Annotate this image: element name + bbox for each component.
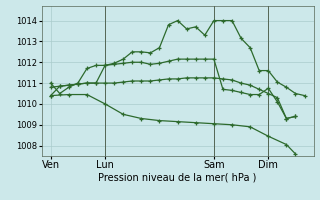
X-axis label: Pression niveau de la mer( hPa ): Pression niveau de la mer( hPa ) <box>99 173 257 183</box>
